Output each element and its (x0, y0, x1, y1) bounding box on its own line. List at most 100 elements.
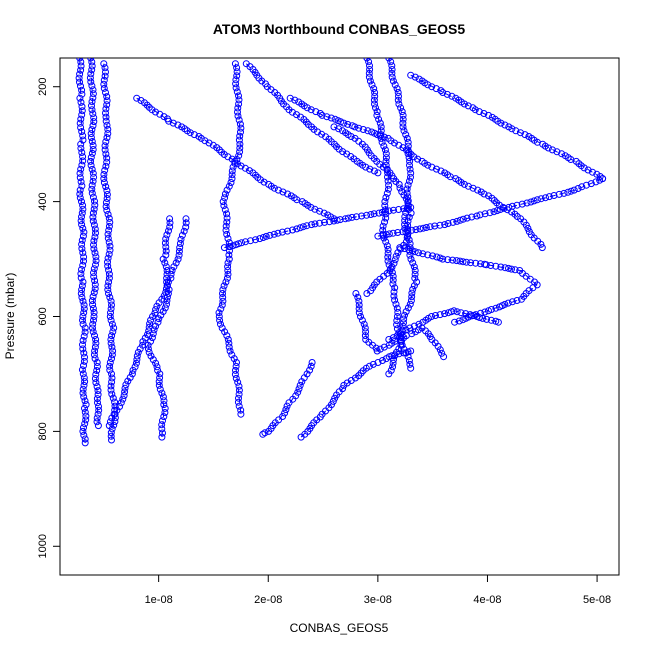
data-point (582, 181, 590, 189)
data-point (406, 177, 413, 185)
data-point (496, 206, 504, 213)
data-point (106, 293, 114, 301)
data-point (159, 417, 166, 425)
data-point (513, 297, 521, 304)
data-point (388, 263, 396, 271)
data-point (141, 334, 149, 342)
data-point (456, 257, 464, 265)
data-point (107, 316, 115, 324)
data-point (81, 397, 89, 405)
data-point (223, 214, 231, 222)
data-point (407, 173, 414, 181)
data-point (296, 381, 304, 389)
data-point (385, 370, 393, 378)
data-point (143, 101, 151, 109)
data-point (90, 289, 98, 297)
data-point (265, 427, 273, 435)
data-point (330, 215, 338, 223)
y-tick-label: 600 (37, 307, 49, 325)
data-point (89, 305, 97, 312)
data-point (545, 193, 553, 201)
data-point (383, 189, 391, 197)
data-point (527, 198, 535, 206)
data-point (459, 215, 467, 223)
data-point (365, 58, 373, 66)
data-point (437, 167, 445, 175)
data-point (555, 190, 563, 198)
series-2 (86, 58, 103, 430)
data-point (91, 197, 98, 205)
data-point (104, 230, 112, 238)
data-point (385, 207, 393, 215)
data-point (108, 374, 116, 382)
data-point (80, 228, 88, 236)
data-point (464, 182, 472, 190)
data-point (105, 214, 113, 222)
data-point (108, 378, 116, 386)
data-point (501, 264, 509, 272)
data-point (410, 263, 418, 271)
data-point (404, 217, 412, 225)
data-point (485, 307, 492, 315)
data-point (91, 375, 99, 382)
data-point (89, 217, 97, 225)
data-point (354, 293, 362, 301)
data-point (366, 62, 373, 70)
data-point (382, 154, 390, 162)
data-point (166, 219, 174, 227)
data-point (87, 78, 95, 86)
data-point (298, 378, 306, 386)
data-point (79, 201, 87, 209)
data-point (436, 346, 444, 354)
data-point (103, 191, 111, 198)
data-point (176, 244, 184, 252)
data-point (79, 136, 87, 144)
data-point (321, 218, 328, 226)
data-point (432, 85, 440, 93)
data-point (159, 393, 167, 401)
data-point (453, 308, 461, 316)
data-point (92, 257, 100, 265)
data-point (400, 319, 407, 327)
data-point (80, 424, 87, 432)
data-point (110, 410, 118, 418)
data-point (88, 185, 96, 193)
data-point (88, 66, 96, 74)
data-point (395, 180, 403, 188)
series-3 (100, 60, 119, 444)
series-line (245, 63, 379, 174)
data-point (78, 161, 86, 169)
data-point (389, 229, 397, 237)
data-point (496, 303, 503, 311)
data-point (79, 427, 87, 435)
data-point (560, 189, 568, 197)
data-point (294, 388, 302, 396)
data-point (78, 236, 86, 244)
data-point (236, 144, 244, 152)
data-point (402, 131, 410, 139)
data-point (233, 88, 241, 96)
data-point (80, 257, 87, 265)
data-point (107, 309, 114, 317)
data-point (94, 410, 102, 418)
data-point (500, 204, 508, 212)
data-point (76, 78, 83, 86)
data-point (81, 378, 89, 386)
data-point (406, 157, 414, 165)
data-point (77, 82, 84, 90)
data-point (219, 297, 227, 305)
data-point (92, 336, 100, 343)
y-tick-label: 1000 (37, 534, 49, 558)
data-point (371, 100, 378, 108)
data-point (262, 232, 270, 240)
data-point (82, 416, 90, 424)
data-point (139, 341, 147, 349)
data-point (382, 214, 390, 222)
data-point (223, 210, 231, 218)
data-point (389, 359, 397, 367)
data-point (580, 164, 588, 172)
data-point (145, 327, 153, 335)
data-point (163, 267, 171, 274)
data-point (236, 140, 244, 148)
data-point (107, 305, 115, 313)
